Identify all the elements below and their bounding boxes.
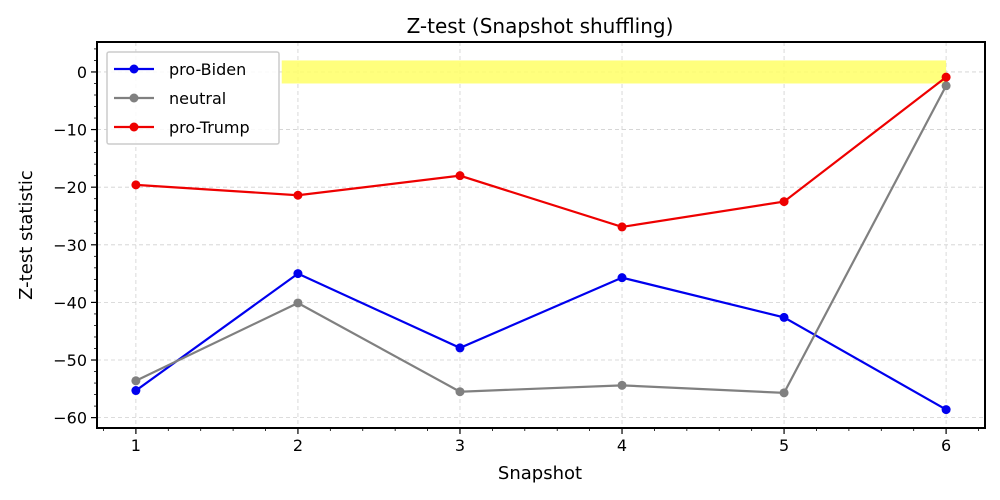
data-point-neutral [131,376,141,386]
data-point-pro-biden [779,312,789,322]
series-line-pro-biden [135,272,947,411]
data-point-pro-trump [617,222,627,232]
chart-title: Z-test (Snapshot shuffling) [407,14,674,38]
legend-item-pro-trump: pro-Trump [114,118,250,137]
legend-label: neutral [169,89,226,108]
data-point-pro-trump [941,72,951,82]
x-tick-label: 3 [455,436,465,455]
x-tick-label: 4 [617,436,627,455]
data-point-pro-biden [131,386,141,396]
legend-label: pro-Trump [169,118,250,137]
highlight-band [281,60,947,84]
data-point-neutral [617,380,627,390]
y-tick-label: −20 [53,178,87,197]
y-tick-label: −10 [53,121,87,140]
y-tick-label: −40 [53,293,87,312]
legend-box [106,51,280,145]
data-point-pro-biden [455,343,465,353]
data-point-neutral [779,388,789,398]
data-point-pro-biden [941,405,951,415]
y-tick-label: −30 [53,236,87,255]
y-axis-label: Z-test statistic [16,170,37,300]
data-point-pro-trump [293,190,303,200]
plot-frame [96,41,986,429]
legend-label: pro-Biden [169,60,246,79]
legend-swatch-marker [129,64,139,74]
data-point-neutral [941,81,951,91]
data-point-neutral [455,387,465,397]
y-axis: 0 −10 −20 −30 −40 −50 −60 [53,48,97,428]
x-tick-label: 5 [779,436,789,455]
series-pro-biden [131,269,951,415]
series-line-pro-trump [135,76,947,229]
data-point-pro-trump [779,197,789,207]
x-tick-label: 6 [941,436,951,455]
x-axis: 1 2 3 4 5 6 [103,428,979,455]
legend-item-neutral: neutral [114,89,226,108]
legend: pro-Biden neutral pro-Trump [106,51,280,145]
data-point-pro-trump [455,171,465,181]
legend-swatch-marker [129,122,139,132]
data-point-pro-biden [617,273,627,283]
series-pro-trump [131,72,951,232]
y-tick-label: 0 [77,63,87,82]
legend-item-pro-biden: pro-Biden [114,60,246,79]
x-tick-label: 1 [131,436,141,455]
series-neutral [131,81,951,398]
x-axis-label: Snapshot [498,463,582,484]
y-tick-label: −50 [53,351,87,370]
series-layer [131,72,951,415]
data-point-pro-biden [293,269,303,279]
legend-swatch-marker [129,93,139,103]
x-tick-label: 2 [293,436,303,455]
series-line-neutral [135,85,948,394]
highlight-band-layer [281,60,947,84]
data-point-neutral [293,298,303,308]
data-point-pro-trump [131,180,141,190]
y-tick-label: −60 [53,409,87,428]
